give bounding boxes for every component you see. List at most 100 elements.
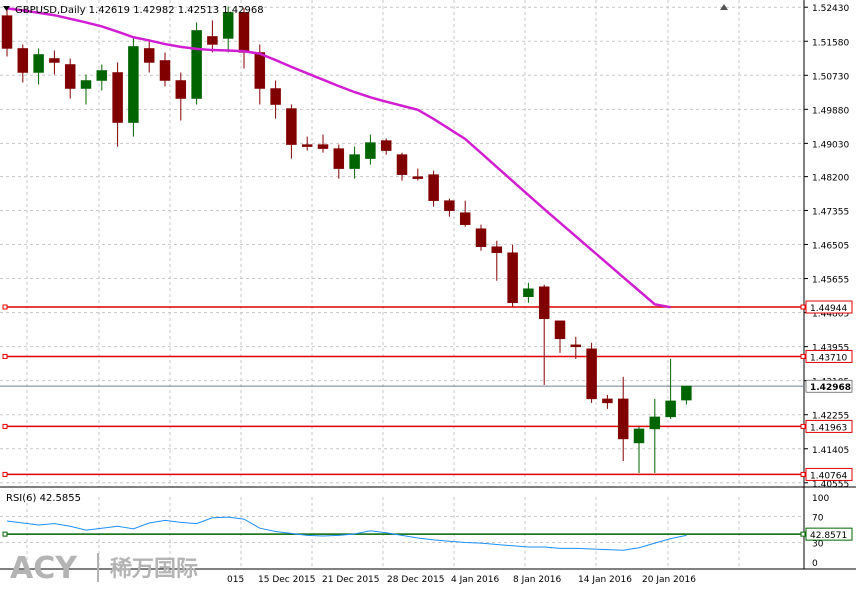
candle-bear <box>396 154 408 175</box>
candle-bear <box>475 228 487 247</box>
candle-bear <box>286 108 297 145</box>
candle-bear <box>270 88 281 105</box>
price-tick-label: 1.44805 <box>812 310 849 320</box>
candle-bear <box>112 72 123 123</box>
price-tick-label: 1.51580 <box>812 38 849 48</box>
candlesticks <box>1 6 692 473</box>
candle-bull <box>191 30 202 99</box>
candle-bull <box>681 385 692 401</box>
candle-bull <box>523 288 534 298</box>
candle-bear <box>570 344 582 348</box>
time-tick-label: 4 Jan 2016 <box>451 575 499 585</box>
candle-bear <box>586 348 597 400</box>
candle-bull <box>33 54 44 73</box>
rsi-axis: 100 70 30 0 42.8571 <box>805 494 853 569</box>
candle-bear <box>254 52 266 89</box>
candle-bull <box>80 80 92 89</box>
level-label: 1.40764 <box>810 471 847 481</box>
level-handle-right[interactable] <box>800 304 806 310</box>
candle-bear <box>1 15 13 49</box>
current-price-box <box>805 379 853 393</box>
price-tick-label: 1.49880 <box>812 106 849 116</box>
candle-bull <box>665 400 676 418</box>
level-label-box <box>805 467 853 481</box>
candle-bear <box>143 48 155 63</box>
candle-bear <box>333 148 345 169</box>
rsi-level-handle-right[interactable] <box>800 531 806 537</box>
time-tick-label: 20 Jan 2016 <box>642 575 696 585</box>
rsi-level-label: 42.8571 <box>810 531 847 541</box>
rsi-level-label-box <box>805 527 853 541</box>
candle-bear <box>507 252 518 304</box>
candle-bull <box>128 46 139 123</box>
rsi-tick-label: 30 <box>812 540 824 550</box>
level-handle-left[interactable] <box>2 471 8 477</box>
time-tick-label: 14 Jan 2016 <box>578 575 632 585</box>
price-tick-label: 1.49030 <box>812 140 849 150</box>
level-label-box <box>805 349 853 363</box>
watermark-chinese: 稀万国际 <box>110 556 198 582</box>
candle-bear <box>49 58 60 63</box>
level-label: 1.43710 <box>810 353 847 363</box>
time-tick-label: 21 Dec 2015 <box>322 575 380 585</box>
rsi-line <box>6 516 687 551</box>
time-axis: 015 15 Dec 2015 21 Dec 2015 28 Dec 2015 4 Ja… <box>227 575 696 585</box>
rsi-title: RSI(6) 42.5855 <box>6 493 81 504</box>
level-handle-left[interactable] <box>2 353 8 359</box>
level-label-box <box>805 300 853 314</box>
candle-bear <box>412 176 424 179</box>
candle-bear <box>538 286 550 320</box>
candle-bull <box>633 428 645 444</box>
level-handle-left[interactable] <box>2 304 8 310</box>
candle-bear <box>17 48 29 73</box>
time-tick-label: 8 Jan 2016 <box>513 575 561 585</box>
candle-bear <box>207 36 218 45</box>
price-tick-label: 1.40555 <box>812 480 849 490</box>
candle-bear <box>175 80 187 99</box>
triangle-down-icon[interactable] <box>3 6 10 11</box>
candle-bear <box>617 398 629 440</box>
price-axis: 1.52430 1.51580 1.50730 1.49880 1.49030 1.482… <box>804 4 853 490</box>
candle-bear <box>380 140 392 151</box>
rsi-series <box>2 516 806 551</box>
price-tick-label: 1.50730 <box>812 72 849 82</box>
level-handle-right[interactable] <box>800 471 806 477</box>
rsi-tick-label: 0 <box>812 559 818 569</box>
level-handle-left[interactable] <box>2 423 8 429</box>
time-tick-label: 15 Dec 2015 <box>258 575 316 585</box>
candle-bear <box>238 12 250 53</box>
candle-bear <box>602 398 613 404</box>
horizontal-levels <box>0 304 806 477</box>
moving-average-line <box>6 7 671 309</box>
rsi-tick-label: 100 <box>812 494 829 504</box>
candle-bear <box>428 174 439 201</box>
candle-bull <box>349 154 360 169</box>
rsi-tick-label: 70 <box>812 514 824 524</box>
candle-bull <box>649 416 661 430</box>
rsi-level-handle-left[interactable] <box>2 531 8 537</box>
symbol-header: GBPUSD,Daily 1.42619 1.42982 1.42513 1.4… <box>15 5 264 16</box>
level-handle-right[interactable] <box>800 423 806 429</box>
candle-bear <box>491 246 503 253</box>
candle-bull <box>222 12 234 39</box>
candle-bear <box>159 60 171 81</box>
watermark-brand: ACY <box>10 551 78 586</box>
price-tick-label: 1.48200 <box>812 174 849 184</box>
candle-bear <box>317 144 329 149</box>
current-price-label: 1.42968 <box>810 383 851 393</box>
candle-bear <box>301 144 313 147</box>
triangle-up-icon[interactable] <box>720 4 728 10</box>
price-tick-label: 1.43955 <box>812 344 849 354</box>
rsi-grid <box>0 497 804 569</box>
candle-bull <box>96 70 108 81</box>
candle-bear <box>554 320 566 340</box>
candle-bull <box>365 142 376 159</box>
moving-average <box>6 7 671 309</box>
level-label: 1.44944 <box>810 304 847 314</box>
price-tick-label: 1.42255 <box>812 412 849 422</box>
price-tick-label: 1.47355 <box>812 207 849 217</box>
level-handle-right[interactable] <box>800 353 806 359</box>
